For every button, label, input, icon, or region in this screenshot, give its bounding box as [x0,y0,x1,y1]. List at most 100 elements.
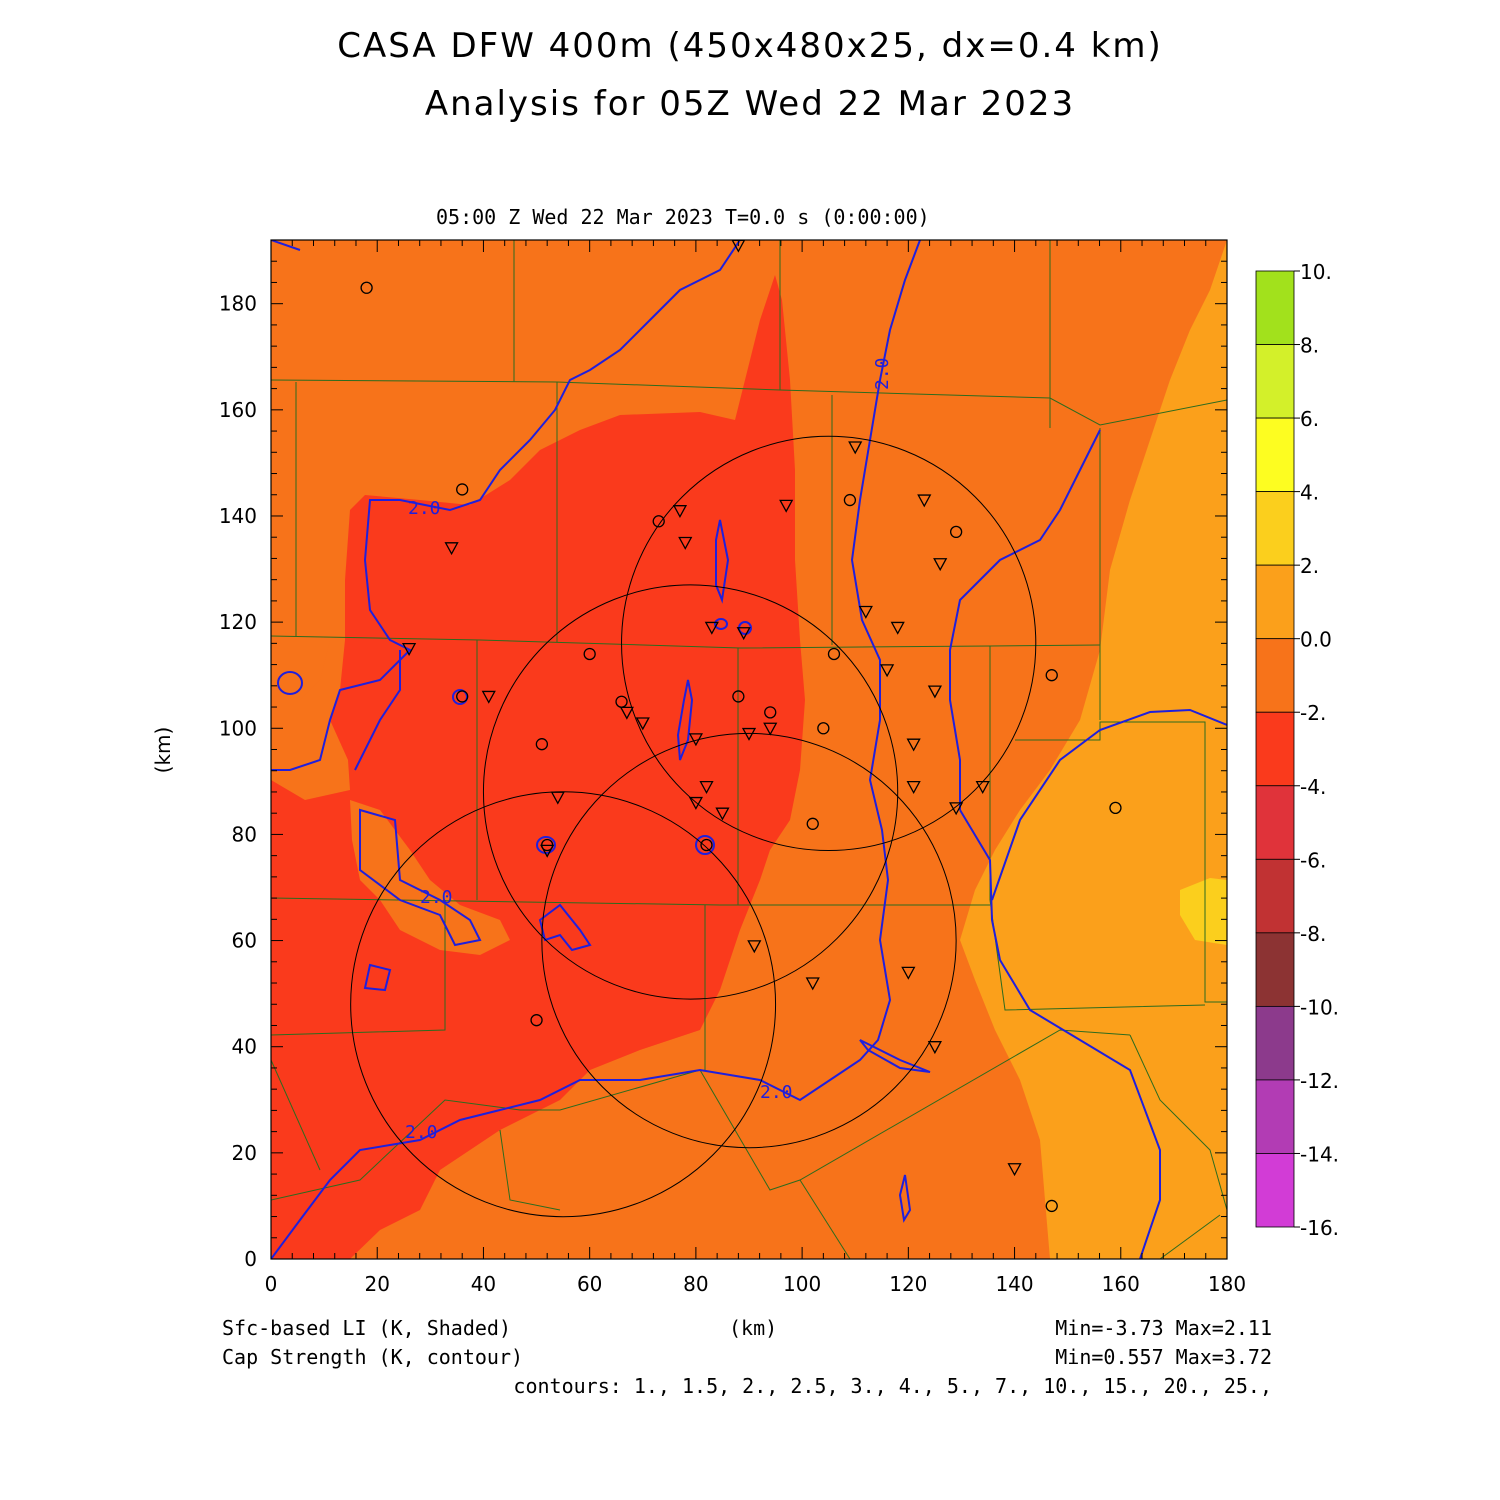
colorbar-swatch [1255,417,1295,493]
x-tick-label: 160 [1102,1272,1140,1296]
contour-label: 2.0 [420,887,453,908]
colorbar-label: -14. [1300,1142,1339,1166]
colorbar-label: -2. [1300,701,1326,725]
radar-range-ring [621,435,1037,851]
station-triangle-marker [763,722,778,736]
y-tick-label: 180 [219,292,257,316]
station-triangle-marker [949,802,964,816]
colorbar-swatch [1255,1079,1295,1154]
station-circle-marker [949,525,963,539]
axes [270,239,1228,1260]
station-triangle-marker [906,738,921,752]
colorbar-label: 2. [1300,554,1319,578]
station-circle-marker [732,690,745,703]
colorbar-swatch [1255,638,1295,713]
colorbar-label: 10. [1300,260,1332,284]
station-triangle-marker [747,940,762,954]
station-triangle-marker [933,558,948,572]
x-tick-label: 100 [783,1272,821,1296]
li-region-minus2-to-minus4 [271,275,805,1259]
li-pocket-west-small [271,630,330,700]
x-tick-label: 140 [995,1272,1033,1296]
station-circle-marker [360,281,373,294]
station-circle-marker [817,722,830,735]
colorbar-swatch [1255,785,1295,860]
contour-field-description: Cap Strength (K, contour) [222,1345,524,1369]
station-circle-marker [1045,1199,1058,1213]
colorbar-label: 4. [1300,481,1319,505]
station-triangle-marker [699,781,714,795]
y-tick-label: 40 [232,1035,257,1059]
x-tick-label: 20 [364,1272,389,1296]
station-circle-marker [700,838,713,852]
colorbar: 10. 8. 6. 4. 2. 0.0 -2. -4. -6. -8. -10. -12. -14. -1… [1255,260,1339,1240]
colorbar-swatch [1255,344,1295,419]
map-title: CASA DFW 400m (450x480x25, dx=0.4 km) [337,26,1163,66]
station-triangle-marker [540,844,555,858]
colorbar-swatch [1255,858,1295,934]
station-triangle-marker [688,733,703,747]
station-circle-marker [1109,801,1122,815]
colorbar-swatch [1255,1153,1295,1228]
y-tick-label: 160 [219,398,257,422]
station-triangle-marker [901,966,916,980]
station-circle-marker [843,493,857,507]
station-circle-marker [806,817,819,830]
station-triangle-marker [890,621,905,635]
contour-min-max: Min=0.557 Max=3.72 [1055,1345,1272,1369]
station-circle-marker [535,738,549,751]
radar-range-ring [482,584,899,1000]
colorbar-label: 8. [1300,334,1319,358]
li-region-2-to-4 [1180,878,1227,945]
shaded-min-max: Min=-3.73 Max=2.11 [1055,1316,1272,1340]
valid-time-label: 05:00 Z Wed 22 Mar 2023 T=0.0 s (0:00:00… [436,205,930,229]
station-triangle-marker [715,807,730,821]
x-tick-label: 120 [889,1272,927,1296]
station-circle-marker [456,690,469,703]
station-triangle-marker [550,791,565,805]
contour-label: 2.0 [760,1082,793,1103]
station-triangle-marker [704,621,719,635]
axis-tick-labels: 0 20 40 60 80 100 120 140 160 180 0 20 40 60 80 100 120 1… [219,292,1246,1296]
colorbar-swatch [1255,564,1295,640]
station-triangle-marker [481,690,496,704]
station-circle-marker [652,515,665,528]
x-tick-label: 0 [265,1272,278,1296]
station-triangle-marker [906,781,921,795]
colorbar-swatch [1255,491,1295,566]
station-triangle-marker [678,536,693,550]
station-circle-marker [530,1014,543,1027]
station-triangle-marker [917,494,932,508]
colorbar-label: 0.0 [1300,628,1332,652]
colorbar-label: -4. [1300,775,1326,799]
colorbar-swatch [1255,270,1295,345]
county-boundaries [271,240,1227,1259]
station-triangle-marker [927,685,942,699]
contour-label: 2.0 [405,1122,438,1143]
station-circle-marker [764,706,777,719]
station-triangle-marker [1007,1163,1022,1177]
station-triangle-marker [927,1041,942,1055]
station-triangle-marker [975,781,990,795]
contour-label: 2.0 [408,498,441,519]
x-axis-label: (km) [729,1316,778,1340]
x-tick-label: 180 [1208,1272,1246,1296]
colorbar-swatch [1255,932,1295,1007]
station-triangle-marker [688,796,703,810]
station-circle-marker [827,647,841,661]
shaded-field-description: Sfc-based LI (K, Shaded) [222,1316,511,1340]
colorbar-label: -8. [1300,922,1326,946]
colorbar-swatch [1255,1005,1295,1081]
station-triangle-marker [635,717,650,731]
station-triangle-marker [879,664,895,678]
colorbar-swatch [1255,711,1295,787]
station-triangle-marker [619,706,634,720]
y-tick-label: 140 [219,504,257,528]
li-pocket-west [350,800,510,955]
x-tick-label: 40 [471,1272,496,1296]
station-circle-marker [1045,669,1058,682]
station-circle-marker [456,483,469,496]
station-triangle-marker [858,605,873,619]
station-triangle-marker [444,542,459,556]
